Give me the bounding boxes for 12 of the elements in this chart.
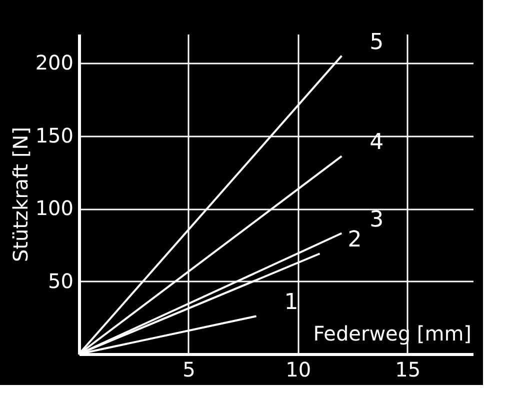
y-tick-label: 50 (48, 268, 74, 293)
x-tick-label: 15 (395, 358, 421, 382)
y-tick-label: 200 (35, 50, 74, 75)
y-axis-title: Stützkraft [N] (8, 126, 32, 262)
x-tick-label: 5 (182, 358, 196, 382)
series-label: 2 (348, 228, 362, 253)
y-tick-label: 150 (35, 123, 74, 148)
series-label: 5 (370, 30, 384, 55)
series-label: 3 (370, 207, 384, 232)
y-tick-label: 100 (35, 196, 74, 220)
x-tick-label: 10 (286, 358, 312, 382)
series-label: 1 (284, 290, 298, 316)
